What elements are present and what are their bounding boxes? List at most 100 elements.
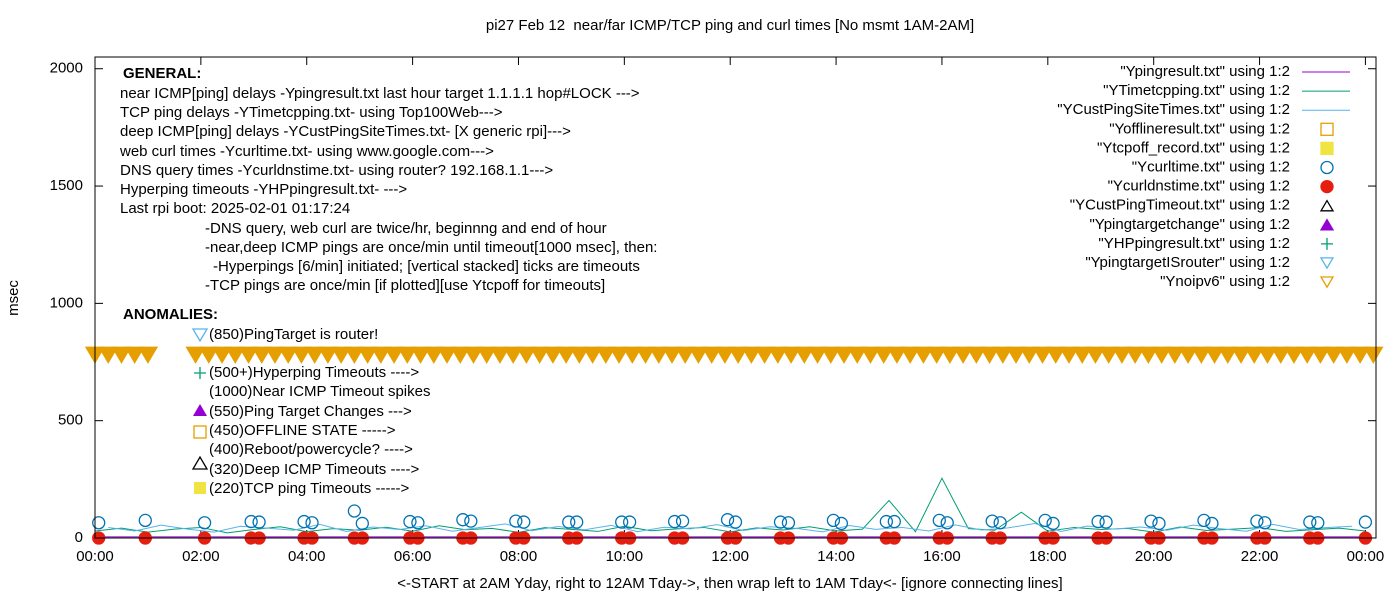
point	[370, 346, 391, 364]
y-axis-label: msec	[5, 280, 22, 316]
point	[780, 346, 802, 364]
point	[826, 513, 841, 528]
point	[111, 346, 132, 364]
point	[463, 346, 484, 364]
y-tick-label: 500	[58, 412, 83, 429]
point	[648, 346, 669, 364]
annotation: (220)TCP ping Timeouts ----->	[209, 480, 409, 497]
annotation: deep ICMP[ping] delays -YCustPingSiteTim…	[120, 123, 571, 140]
point	[1099, 515, 1113, 529]
point	[940, 516, 954, 530]
anomaly-icons	[191, 328, 209, 494]
point	[436, 346, 458, 364]
point	[926, 346, 947, 364]
y-tick-label: 1000	[50, 294, 83, 311]
point	[570, 515, 584, 529]
point	[1258, 516, 1272, 530]
point	[728, 515, 743, 529]
point	[1283, 346, 1305, 364]
x-tick-label: 16:00	[923, 548, 961, 565]
annotation: GENERAL:	[123, 65, 201, 82]
point	[1045, 346, 1066, 364]
point	[913, 346, 934, 364]
legend-label: "Ypingtargetchange" using 1:2	[1089, 216, 1290, 233]
chart-title: pi27 Feb 12 near/far ICMP/TCP ping and c…	[486, 17, 974, 34]
point	[1111, 346, 1133, 364]
point	[297, 514, 311, 529]
annotation: (500+)Hyperping Timeouts ---->	[209, 364, 419, 381]
point	[1204, 346, 1225, 364]
point	[608, 346, 630, 364]
point	[582, 346, 603, 364]
point	[98, 346, 119, 364]
annotation: -Hyperpings [6/min] initiated; [vertical…	[213, 258, 640, 275]
legend-swatch	[1321, 237, 1333, 250]
point	[833, 346, 855, 364]
point	[820, 346, 841, 364]
legend-swatch	[1320, 141, 1334, 156]
point	[529, 346, 550, 364]
legend-label: "YpingtargetISrouter" using 1:2	[1085, 254, 1290, 271]
point	[847, 346, 868, 364]
legend-label: "Ycurldnstime.txt" using 1:2	[1108, 178, 1290, 195]
point	[456, 513, 470, 527]
point	[264, 346, 286, 364]
point	[1164, 346, 1185, 364]
point	[317, 346, 339, 364]
x-tick-label: 12:00	[711, 548, 749, 565]
annotation: (450)OFFLINE STATE ----->	[209, 422, 396, 439]
legend-swatch	[1320, 160, 1334, 175]
point	[688, 346, 709, 364]
point	[635, 346, 656, 364]
point	[1205, 516, 1219, 531]
point	[932, 513, 946, 528]
annotation: (320)Deep ICMP Timeouts ---->	[209, 461, 419, 478]
legend-swatch	[1319, 199, 1335, 212]
point	[900, 346, 921, 364]
y-tick-label: 1500	[50, 177, 83, 194]
point	[667, 514, 682, 529]
point	[503, 346, 524, 364]
point	[1310, 346, 1331, 364]
point	[569, 346, 590, 364]
legend-label: "Yofflineresult.txt" using 1:2	[1109, 120, 1290, 137]
annotation: DNS query times -Ycurldnstime.txt- using…	[120, 162, 553, 179]
x-tick-label: 00:00	[1347, 548, 1385, 565]
annotation: (1000)Near ICMP Timeout spikes	[209, 383, 430, 400]
point	[1152, 516, 1166, 531]
legend-swatch	[1319, 276, 1335, 289]
point	[773, 515, 788, 529]
annotation: ANOMALIES:	[123, 306, 218, 323]
point	[403, 514, 417, 529]
point	[873, 346, 894, 364]
point	[1138, 346, 1159, 364]
point	[211, 346, 233, 364]
point	[661, 346, 683, 364]
point	[509, 514, 523, 528]
point	[1270, 346, 1291, 364]
legend-label: "YTimetcpping.txt" using 1:2	[1103, 82, 1290, 99]
plot-border	[94, 56, 1377, 539]
point	[615, 515, 629, 529]
point	[1191, 346, 1212, 364]
x-tick-label: 06:00	[394, 548, 432, 565]
point	[985, 514, 999, 528]
point	[754, 346, 775, 364]
point	[807, 346, 828, 364]
point	[397, 346, 418, 364]
point	[1085, 346, 1106, 364]
point	[225, 346, 246, 364]
point	[347, 504, 362, 518]
point	[728, 346, 749, 364]
legend-swatch	[1320, 179, 1334, 194]
icon	[194, 367, 206, 379]
point	[1038, 513, 1052, 528]
point	[1323, 346, 1344, 364]
point	[1336, 346, 1358, 364]
point	[1297, 346, 1318, 364]
point	[1244, 346, 1265, 364]
annotation: Last rpi boot: 2025-02-01 01:17:24	[120, 200, 350, 217]
point	[781, 516, 796, 530]
point	[137, 346, 159, 364]
point	[198, 346, 219, 364]
